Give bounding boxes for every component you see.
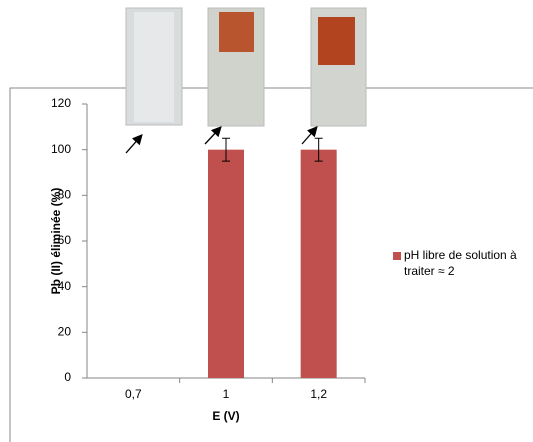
arrows	[125, 126, 318, 154]
x-tick-label: 1	[223, 387, 230, 401]
error-bar	[222, 137, 230, 162]
y-tick-label: 100	[51, 142, 71, 156]
x-tick-label: 0,7	[125, 387, 142, 401]
bar	[208, 149, 244, 378]
arrow	[204, 126, 222, 145]
y-tick-label: 60	[58, 233, 72, 247]
photos	[125, 7, 367, 127]
arrow	[125, 134, 143, 154]
legend-swatch	[393, 252, 401, 260]
x-tick-label: 1,2	[310, 387, 327, 401]
arrow	[301, 126, 318, 145]
error-bar	[314, 137, 323, 162]
x-axis-title: E (V)	[212, 409, 239, 423]
y-tick-label: 80	[58, 188, 72, 202]
photo-deposit	[318, 17, 355, 65]
bar	[300, 149, 337, 378]
y-tick-label: 40	[58, 279, 72, 293]
legend-label: pH libre de solution à traiter ≈ 2	[404, 248, 517, 278]
y-axis-title: Pb (II) éliminée (%)	[49, 188, 63, 295]
y-tick-label: 20	[58, 325, 72, 339]
y-tick-label: 0	[64, 370, 71, 384]
y-tick-label: 120	[51, 96, 71, 110]
legend: pH libre de solution à traiter ≈ 2	[404, 248, 517, 278]
photo-deposit	[219, 12, 254, 52]
photo-plate	[134, 12, 174, 122]
